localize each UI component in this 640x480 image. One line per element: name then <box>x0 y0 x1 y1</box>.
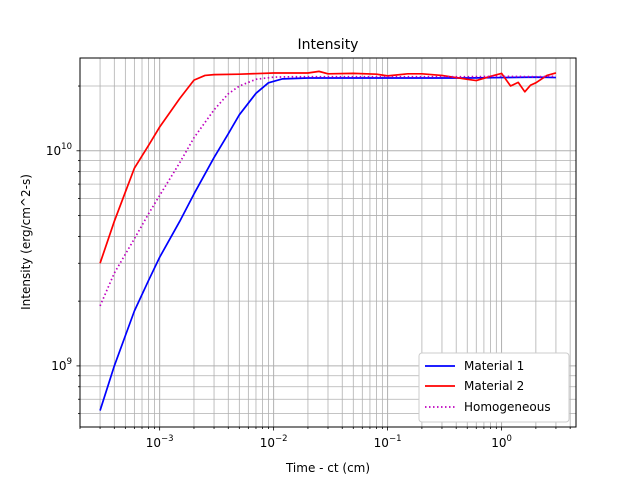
chart-title: Intensity <box>298 37 359 53</box>
legend-box <box>418 352 570 423</box>
series-layer <box>99 70 557 411</box>
x-axis-label: Time - ct (cm) <box>285 461 370 475</box>
x-tick-label: 100 <box>491 434 512 450</box>
series-homogeneous-line <box>99 75 556 307</box>
axis-ticks <box>76 85 571 431</box>
x-tick-label: 10−2 <box>260 434 288 450</box>
legend: Material 1 Material 2 Homogeneous <box>418 352 570 423</box>
tick-labels: 10−3 10−2 10−1 100 109 1010 <box>46 142 512 450</box>
series-material-2-line <box>99 70 557 264</box>
legend-label-material-1: Material 1 <box>464 359 524 373</box>
series-material-1-line <box>99 76 556 411</box>
x-tick-label: 10−1 <box>374 434 402 450</box>
x-tick-label: 10−3 <box>146 434 174 450</box>
y-axis-label: Intensity (erg/cm^2-s) <box>19 174 33 310</box>
legend-label-material-2: Material 2 <box>464 379 524 393</box>
major-grid <box>80 58 576 427</box>
y-tick-label: 1010 <box>46 142 72 158</box>
legend-label-homogeneous: Homogeneous <box>464 400 551 414</box>
y-tick-label: 109 <box>51 357 72 373</box>
